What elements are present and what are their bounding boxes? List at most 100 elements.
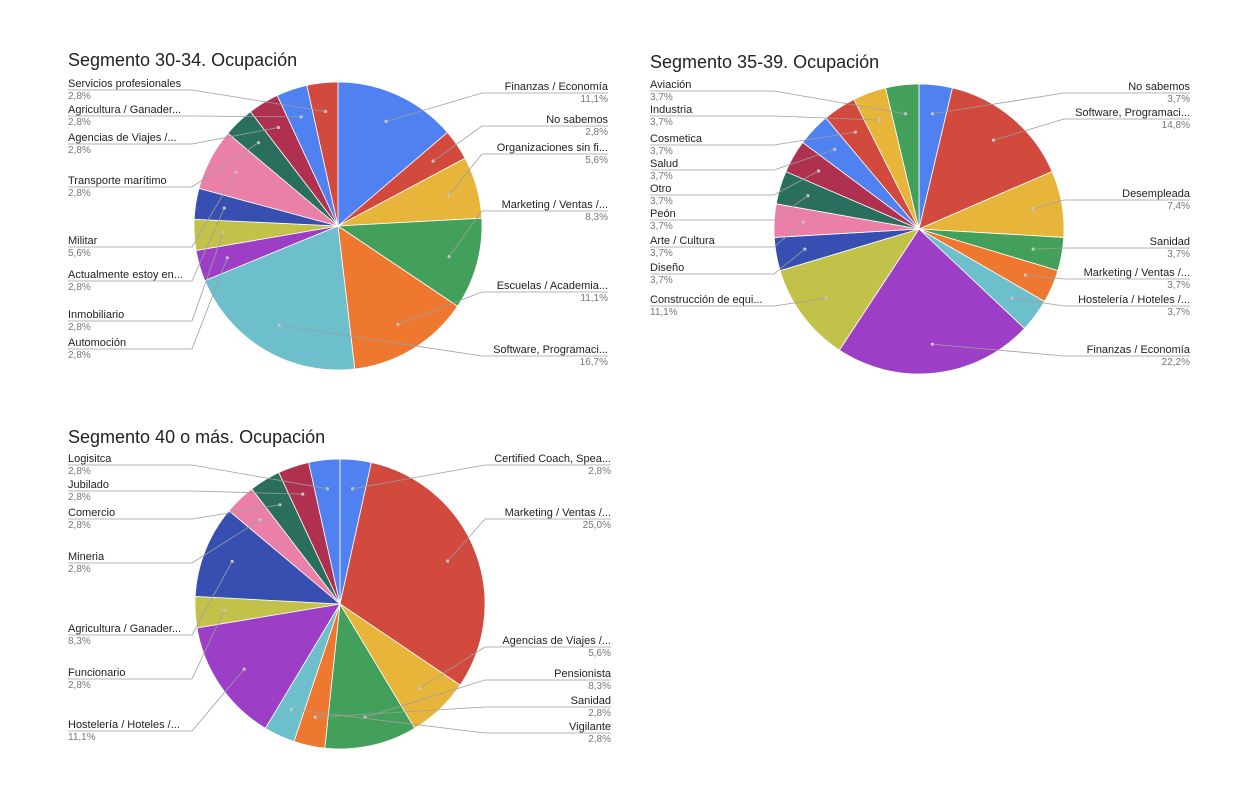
slice-label: Vigilante — [569, 721, 611, 733]
leader-line — [68, 464, 328, 490]
slice-label: Construcción de equi... — [650, 294, 763, 306]
leader-line — [932, 92, 1190, 115]
slice-label: Agricultura / Ganader... — [68, 623, 181, 635]
leader-dot — [221, 231, 225, 235]
slice-label: Otro — [650, 183, 671, 195]
slice-value-label: 3,7% — [650, 171, 673, 182]
slice-value-label: 3,7% — [650, 196, 673, 207]
slice-label: No sabemos — [1128, 81, 1190, 93]
pie-chart-1: Segmento 30-34. Ocupación Finanzas / Econ… — [68, 50, 609, 371]
pie-chart-3: Segmento 40 o más. Ocupación Certified Co… — [68, 427, 612, 750]
slice-label: Militar — [68, 235, 98, 247]
slice-value-label: 3,7% — [1167, 249, 1190, 260]
leader-line — [68, 115, 302, 118]
leader-line — [932, 343, 1190, 357]
pie-slice — [337, 81, 448, 227]
slice-value-label: 2,8% — [68, 680, 91, 691]
slice-value-label: 2,8% — [68, 145, 91, 156]
pie-slice — [337, 225, 459, 370]
slice-label: Logisitca — [68, 453, 112, 465]
slice-label: Desempleada — [1122, 188, 1191, 200]
slice-label: Cosmetica — [650, 133, 703, 145]
slice-value-label: 11,1% — [580, 293, 608, 304]
slice-label: Salud — [650, 158, 678, 170]
slice-value-label: 14,8% — [1162, 120, 1190, 131]
leader-line — [650, 248, 806, 275]
slice-label: Agencias de Viajes /... — [502, 635, 611, 647]
leader-line — [68, 490, 303, 495]
chart-title: Segmento 30-34. Ocupación — [68, 50, 297, 70]
chart-title: Segmento 40 o más. Ocupación — [68, 427, 325, 447]
pie-slice — [339, 461, 486, 686]
leader-line — [397, 291, 608, 325]
slice-label: Software, Programaci... — [493, 344, 608, 356]
slice-label: Industria — [650, 104, 693, 116]
slice-value-label: 2,8% — [68, 564, 91, 575]
slice-value-label: 2,8% — [68, 350, 91, 361]
slice-value-label: 11,1% — [650, 307, 678, 318]
leader-dot — [853, 130, 857, 134]
slice-label: Finanzas / Economía — [505, 81, 609, 93]
slice-value-label: 2,8% — [588, 734, 611, 745]
leader-line — [650, 170, 819, 196]
slice-value-label: 2,8% — [68, 91, 91, 102]
leader-dot — [816, 169, 821, 173]
leader-line — [650, 131, 856, 146]
slice-value-label: 22,2% — [1162, 357, 1190, 368]
slice-value-label: 8,3% — [68, 636, 91, 647]
slice-label: Funcionario — [68, 667, 125, 679]
pie-slice — [918, 87, 1053, 230]
pie-slice — [308, 458, 341, 605]
leader-line — [68, 669, 245, 732]
slice-value-label: 7,4% — [1167, 201, 1190, 212]
slice-label: Certified Coach, Spea... — [494, 453, 611, 465]
leader-line — [650, 297, 827, 307]
slice-value-label: 3,7% — [650, 248, 673, 259]
slice-label: Diseño — [650, 262, 684, 274]
leader-line — [68, 142, 259, 188]
slice-value-label: 5,6% — [588, 648, 611, 659]
slice-label: Pensionista — [554, 668, 612, 680]
slice-value-label: 25,0% — [583, 520, 611, 531]
slice-label: Comercio — [68, 507, 115, 519]
leader-line — [419, 646, 611, 689]
leader-line — [68, 89, 326, 112]
leader-line — [650, 115, 880, 121]
slice-value-label: 11,1% — [68, 732, 96, 743]
slice-value-label: 16,7% — [580, 357, 608, 368]
slice-label: Arte / Cultura — [650, 235, 716, 247]
slice-label: Software, Programaci... — [1075, 107, 1190, 119]
slice-value-label: 8,3% — [585, 212, 608, 223]
slice-value-label: 2,8% — [68, 466, 91, 477]
slice-value-label: 2,8% — [68, 117, 91, 128]
slice-value-label: 5,6% — [68, 248, 91, 259]
slice-value-label: 3,7% — [1167, 280, 1190, 291]
leader-line — [386, 92, 608, 122]
slice-label: Finanzas / Economía — [1087, 344, 1191, 356]
slice-label: Marketing / Ventas /... — [502, 199, 608, 211]
leader-line — [650, 149, 835, 171]
slice-value-label: 3,7% — [650, 92, 673, 103]
leader-line — [364, 679, 611, 718]
leader-line — [68, 504, 280, 520]
slice-label: Transporte marítimo — [68, 175, 167, 187]
leader-line — [68, 127, 279, 145]
slice-label: Hostelería / Hoteles /... — [1078, 294, 1190, 306]
slice-value-label: 2,8% — [68, 492, 91, 503]
slice-label: Actualmente estoy en... — [68, 269, 183, 281]
slice-label: Agencias de Viajes /... — [68, 132, 177, 144]
slice-label: Marketing / Ventas /... — [1084, 267, 1190, 279]
leader-line — [352, 464, 611, 490]
slice-label: Servicios profesionales — [68, 78, 182, 90]
leader-line — [1011, 297, 1190, 307]
slice-label: Marketing / Ventas /... — [505, 507, 611, 519]
pie-slice — [838, 228, 1026, 375]
slice-label: Inmobiliario — [68, 309, 124, 321]
leader-line — [279, 324, 608, 357]
slice-value-label: 2,8% — [68, 188, 91, 199]
leader-line — [993, 118, 1190, 141]
slice-value-label: 8,3% — [588, 681, 611, 692]
slice-label: Hostelería / Hoteles /... — [68, 719, 180, 731]
